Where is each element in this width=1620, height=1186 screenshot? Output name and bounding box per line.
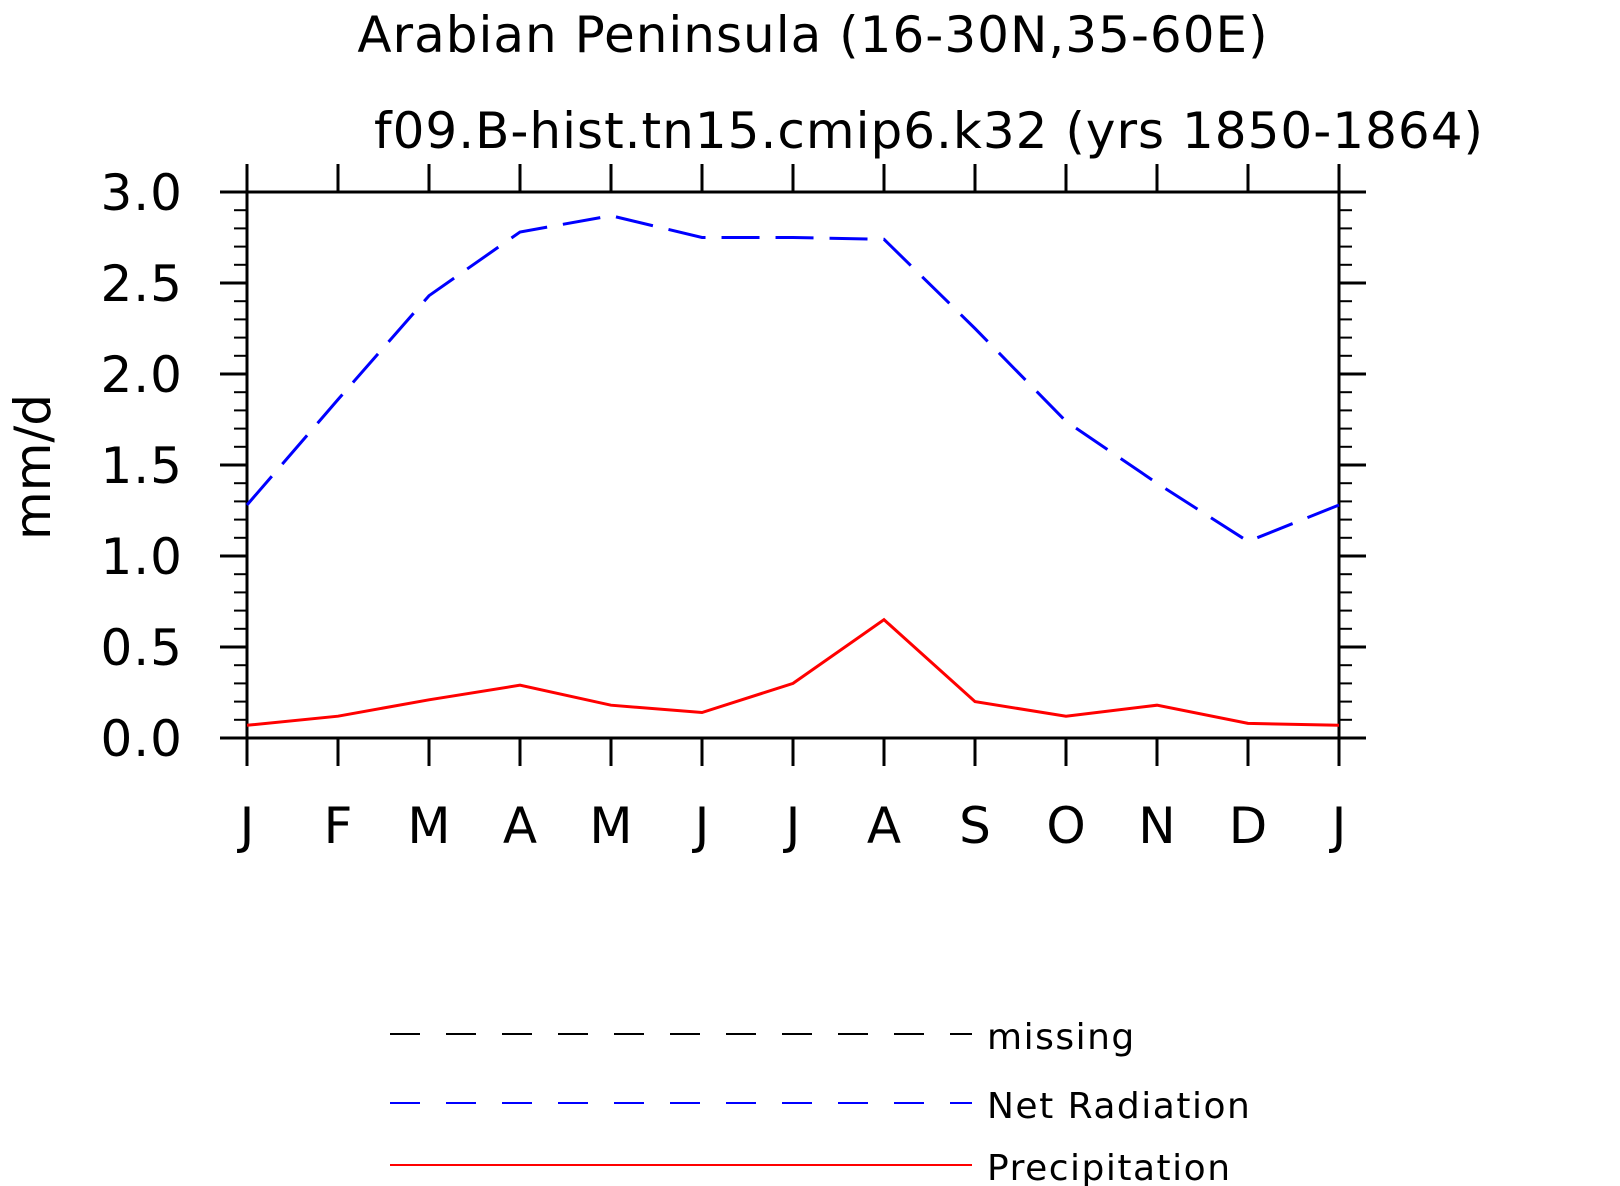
series-line-net-radiation — [245, 214, 1340, 544]
legend: missing Net Radiation Precipitation — [390, 1017, 1251, 1186]
x-tick-label: F — [324, 797, 353, 855]
legend-label: Net Radiation — [987, 1086, 1251, 1127]
x-tick-label: J — [783, 797, 801, 855]
y-tick-label: 2.5 — [100, 255, 183, 313]
x-tick-label: A — [503, 797, 537, 855]
chart-subtitle: f09.B-hist.tn15.cmip6.k32 (yrs 1850-1864… — [374, 102, 1484, 160]
x-tick-label: M — [407, 797, 450, 855]
plot-frame — [245, 190, 1341, 740]
x-tick-label: A — [867, 797, 901, 855]
y-tick-label: 3.0 — [100, 164, 183, 222]
legend-label: Precipitation — [987, 1148, 1232, 1186]
x-tick-label: J — [1329, 797, 1347, 855]
x-tick-label: M — [589, 797, 632, 855]
y-tick-label: 1.5 — [100, 437, 183, 495]
x-tick-label: D — [1229, 797, 1268, 855]
plot-series — [245, 214, 1340, 727]
x-tick-label: J — [237, 797, 255, 855]
y-tick-label: 2.0 — [100, 346, 183, 404]
x-tick-label: J — [692, 797, 710, 855]
series-line-precipitation — [246, 617, 1340, 727]
x-tick-label: S — [959, 797, 991, 855]
x-tick-label: N — [1138, 797, 1175, 855]
chart-title: Arabian Peninsula (16-30N,35-60E) — [357, 6, 1268, 64]
y-tick-label: 1.0 — [100, 528, 183, 586]
y-axis-label: mm/d — [4, 394, 62, 540]
axes: 0.00.51.01.52.02.53.0J F M A M J J A S O N D J — [100, 164, 1366, 855]
x-tick-label: O — [1046, 797, 1085, 855]
y-tick-label: 0.0 — [100, 710, 183, 768]
legend-label: missing — [987, 1017, 1136, 1058]
y-tick-label: 0.5 — [100, 619, 183, 677]
